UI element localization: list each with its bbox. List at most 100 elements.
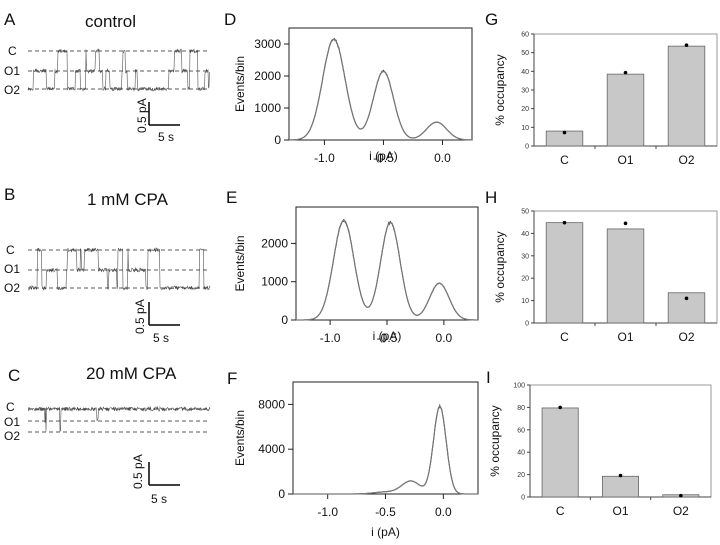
state-label-c: C [8,44,17,58]
y-tick-label: 20 [521,106,529,113]
bar-o2 [667,292,706,324]
histogram-data-line [293,403,478,495]
x-tick-label: 0.0 [435,505,452,519]
bar-o1 [606,228,645,324]
state-label-o2: O2 [4,83,20,97]
state-label-o1: O1 [4,415,20,429]
panel-letter-c: C [8,366,20,385]
bar-chart-h: H 0 10 20 30 40 50 % occupancy C O1 O2 [485,188,718,344]
panel-letter-a: A [4,10,16,29]
y-tick-label: 40 [521,231,529,238]
panel-letter: F [227,369,237,388]
x-tick-label: -1.0 [317,505,338,519]
bar-c [541,407,579,498]
plot-frame [292,381,479,495]
y-tick-label: 0 [525,144,529,151]
y-tick-label: 1000 [254,101,281,115]
y-tick-label: 4000 [258,442,285,456]
x-tick-label: 0.0 [436,331,453,345]
data-point-c [562,130,567,135]
bar-o2 [667,45,706,147]
histogram-e: E -1.0 -0.5 0.0 0 1000 2000 i (pA) Events/bin [226,188,479,345]
y-tick-label: 100 [513,383,525,390]
category-label: O2 [678,153,694,167]
y-tick-label: 20 [517,472,525,479]
y-axis-label: % occupancy [493,231,507,302]
y-tick-label: 2000 [261,236,288,250]
panel-letter-b: B [4,185,15,204]
data-point-c [558,405,562,410]
data-point-o1 [623,70,628,75]
x-tick-label: -0.5 [373,151,394,165]
y-tick-label: 20 [521,276,529,283]
y-tick-label: 0 [274,133,281,147]
y-tick-label: 50 [521,50,529,57]
y-tick-label: 0 [525,321,529,328]
panel-letter: H [485,188,497,207]
y-tick-label: 40 [521,69,529,76]
data-point-o1 [623,221,628,226]
scale-bar-a [148,102,180,126]
panel-b: B 1 mM CPA C O1 O2 0.5 pA 5 s [4,185,211,345]
data-point-o2 [684,43,689,47]
y-axis-label: % occupancy [488,405,502,476]
x-tick-label: -1.0 [320,331,341,345]
category-label: O1 [612,504,628,518]
trace-line [27,247,211,291]
category-label: C [560,153,569,167]
y-tick-label: 1000 [261,275,288,289]
category-label: O2 [673,504,689,518]
state-label-o2: O2 [4,281,20,295]
state-label-c: C [6,400,15,414]
scale-label-time-a: 5 s [158,130,174,144]
y-tick-label: 30 [521,88,529,95]
panel-letter: I [486,368,491,387]
bar-o1 [602,475,640,498]
gaussian-fit-line [289,38,472,141]
x-tick-label: -0.5 [377,331,398,345]
current-trace-a [27,48,211,92]
histogram-d: D -1.0 -0.5 0.0 0 1000 2000 3000 i (pA) Events/bi… [224,10,473,165]
bar-chart-i: I 0 20 40 60 80 100 % occupancy C O1 O2 [486,368,712,518]
data-point-o2 [679,493,683,498]
category-label: C [556,504,565,518]
scale-label-time-b: 5 s [153,331,169,345]
x-tick-label: 0.0 [434,151,451,165]
state-label-o1: O1 [4,64,20,78]
data-point-c [562,220,567,225]
category-label: C [560,330,569,344]
x-axis-label: i (pA) [373,329,402,343]
panel-a: A control C O1 O2 0.5 pA 5 s [4,10,211,144]
y-tick-label: 10 [521,298,529,305]
panel-letter: E [226,188,237,207]
panel-title-b: 1 mM CPA [87,190,169,209]
y-tick-label: 0 [281,313,288,327]
y-tick-label: 40 [517,450,525,457]
state-label-o1: O1 [4,262,20,276]
y-tick-label: 60 [521,32,529,39]
y-tick-label: 60 [517,427,525,434]
scale-bar-c [148,462,180,486]
y-axis-label: Events/bin [233,56,247,112]
y-tick-label: 3000 [254,37,281,51]
category-label: O1 [617,330,633,344]
panel-letter: D [224,10,236,29]
state-label-c: C [6,243,15,257]
current-trace-c [27,405,211,433]
scale-label-current-b: 0.5 pA [133,299,147,334]
panel-letter: G [485,10,498,29]
data-point-o1 [618,473,623,478]
scale-label-current-c: 0.5 pA [131,454,145,489]
bar-c [545,222,584,324]
y-tick-label: 80 [517,405,525,412]
category-label: O2 [678,330,694,344]
y-tick-label: 10 [521,125,529,132]
data-point-o2 [684,296,689,301]
plot-frame [288,27,473,141]
trace-line [27,48,211,92]
histogram-data-line [289,37,472,141]
x-axis-label: i (pA) [369,149,398,163]
gaussian-fit-line [293,405,478,495]
scale-label-time-c: 5 s [151,492,167,506]
y-tick-label: 50 [521,209,529,216]
